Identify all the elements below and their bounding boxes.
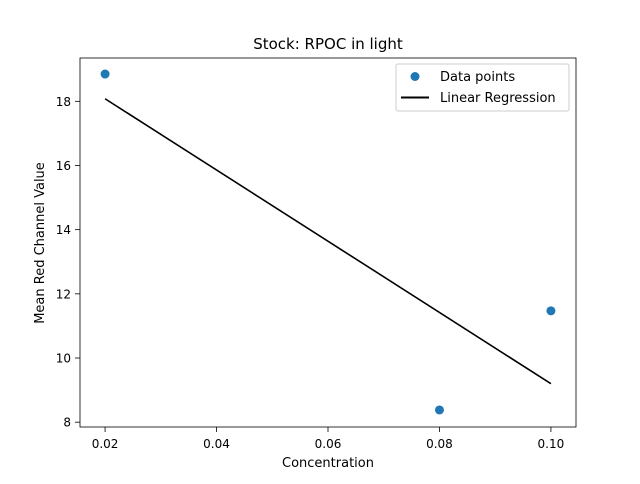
x-tick-label: 0.02 [92, 437, 119, 451]
plot-frame [79, 57, 577, 428]
x-tick-label: 0.06 [315, 437, 342, 451]
y-tick-label: 8 [63, 416, 71, 430]
chart-title: Stock: RPOC in light [253, 35, 403, 53]
data-point [100, 69, 110, 79]
y-tick-label: 14 [56, 223, 71, 237]
y-axis-ticks: 8 10 12 14 16 18 [56, 95, 80, 430]
series-layer [100, 69, 556, 415]
linear-regression-line [104, 98, 552, 385]
x-axis-label: Concentration [282, 456, 374, 471]
x-tick-label: 0.10 [538, 437, 565, 451]
y-tick-label: 10 [56, 352, 71, 366]
y-axis-label: Mean Red Channel Value [33, 162, 48, 324]
x-axis-ticks: 0.02 0.04 0.06 0.08 0.10 [92, 427, 565, 451]
y-tick-label: 16 [56, 159, 71, 173]
y-tick-label: 12 [56, 287, 71, 301]
y-tick-label: 18 [56, 95, 71, 109]
legend-box [395, 63, 570, 112]
legend: Data points Linear Regression [395, 63, 570, 112]
legend-marker-data-points [410, 72, 420, 81]
legend-label-linear-regression: Linear Regression [440, 91, 556, 106]
x-tick-label: 0.04 [203, 437, 230, 451]
data-point [434, 405, 444, 415]
legend-label-data-points: Data points [440, 70, 515, 85]
data-point [546, 306, 556, 316]
x-tick-label: 0.08 [426, 437, 453, 451]
